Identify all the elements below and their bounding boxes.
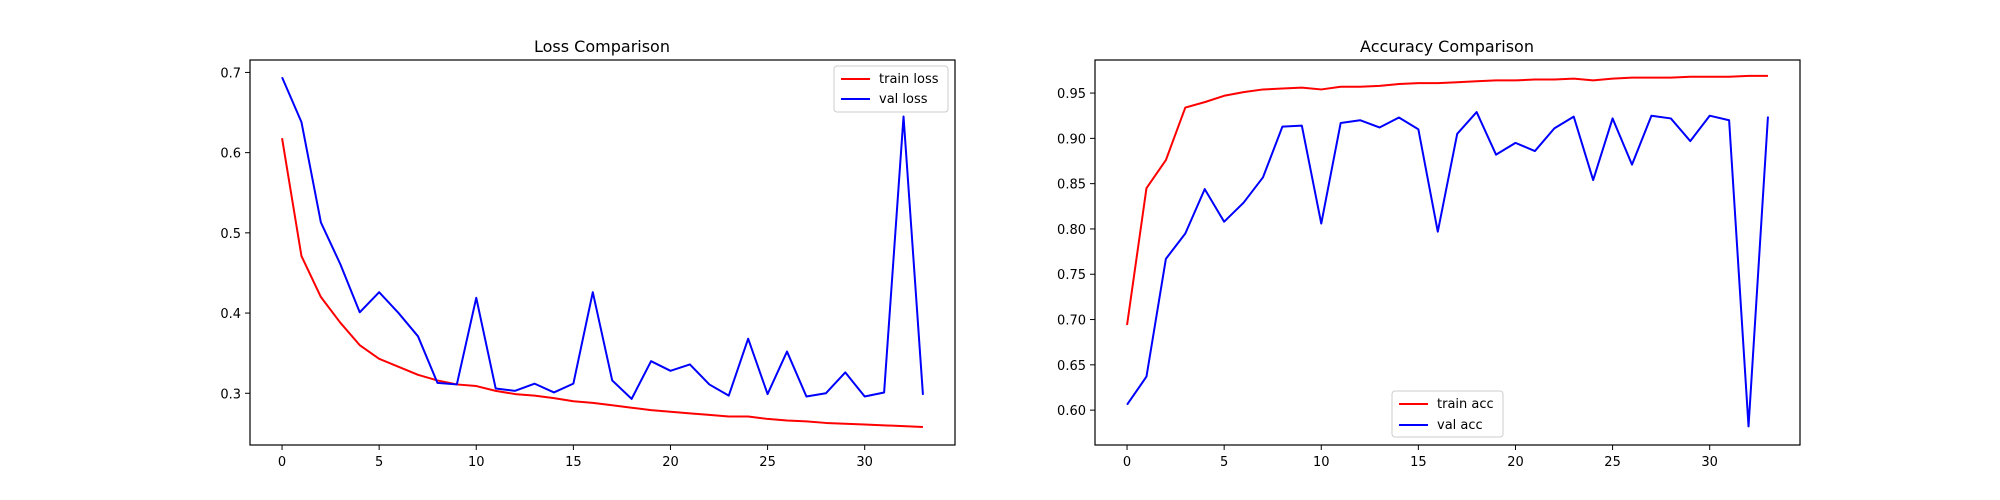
y-tick-label: 0.7 <box>220 66 241 81</box>
y-tick-label: 0.70 <box>1057 314 1086 329</box>
series-line-train-acc <box>1126 74 1768 326</box>
loss-chart: Loss Comparison 0 5 10 15 20 25 30 0.3 0.4 0.5 0.6… <box>220 37 956 470</box>
series-line-train-loss <box>281 138 923 428</box>
y-tick-label: 0.85 <box>1057 178 1086 193</box>
y-tick-label: 0.6 <box>220 147 241 162</box>
accuracy-chart-legend: train acc val acc <box>1391 390 1504 438</box>
accuracy-chart: Accuracy Comparison 0 5 10 15 20 25 30 0.60 0.65… <box>1057 37 1801 470</box>
legend-label-val-loss: val loss <box>879 92 928 107</box>
series-line-val-loss <box>281 76 924 400</box>
x-tick-label: 0 <box>1123 455 1131 470</box>
x-tick-label: 5 <box>1220 455 1228 470</box>
y-tick-label: 0.60 <box>1057 404 1086 419</box>
legend-box <box>833 65 949 113</box>
loss-chart-frame <box>249 59 956 446</box>
accuracy-chart-plot-area <box>1126 74 1769 428</box>
y-tick-label: 0.90 <box>1057 132 1086 147</box>
x-tick-label: 10 <box>468 455 485 470</box>
x-tick-label: 20 <box>662 455 679 470</box>
x-tick-label: 20 <box>1507 455 1524 470</box>
loss-chart-title: Loss Comparison <box>534 37 670 56</box>
x-tick-label: 0 <box>278 455 286 470</box>
y-tick-label: 0.80 <box>1057 223 1086 238</box>
x-tick-label: 25 <box>759 455 776 470</box>
y-tick-label: 0.4 <box>220 307 241 322</box>
legend-label-train-loss: train loss <box>879 72 939 87</box>
y-tick-label: 0.65 <box>1057 359 1086 374</box>
x-tick-label: 25 <box>1604 455 1621 470</box>
legend-label-val-acc: val acc <box>1437 418 1483 433</box>
loss-chart-axes: 0 5 10 15 20 25 30 0.3 0.4 0.5 0.6 0.7 <box>220 66 873 470</box>
x-tick-label: 30 <box>856 455 873 470</box>
x-tick-label: 10 <box>1313 455 1330 470</box>
x-tick-label: 15 <box>565 455 582 470</box>
y-tick-label: 0.3 <box>220 387 241 402</box>
accuracy-chart-frame <box>1094 59 1801 446</box>
y-tick-label: 0.75 <box>1057 268 1086 283</box>
loss-chart-legend: train loss val loss <box>833 65 949 113</box>
accuracy-chart-axes: 0 5 10 15 20 25 30 0.60 0.65 0.70 0.75 0.80 0.85 0.90… <box>1057 87 1718 470</box>
accuracy-chart-title: Accuracy Comparison <box>1360 37 1534 56</box>
legend-label-train-acc: train acc <box>1437 397 1494 412</box>
series-line-val-acc <box>1126 111 1769 428</box>
x-tick-label: 5 <box>375 455 383 470</box>
y-tick-label: 0.5 <box>220 227 241 242</box>
loss-chart-plot-area <box>281 76 924 428</box>
x-tick-label: 15 <box>1410 455 1427 470</box>
x-tick-label: 30 <box>1701 455 1718 470</box>
y-tick-label: 0.95 <box>1057 87 1086 102</box>
